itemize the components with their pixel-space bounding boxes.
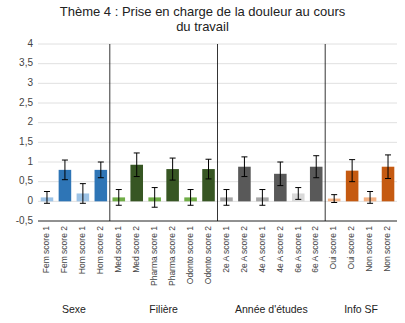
error-bar xyxy=(206,159,212,179)
x-tick-label: 6e A score 2 xyxy=(310,226,320,273)
y-tick-label: 2 xyxy=(27,116,33,127)
x-tick-label: Med score 2 xyxy=(131,226,141,273)
x-tick-label: Fem score 1 xyxy=(41,226,51,274)
x-tick-label: Pharma score 1 xyxy=(149,226,159,286)
x-axis: Fem score 1 Fem score 2 Hom score 1 Hom sco… xyxy=(41,226,392,286)
error-bar xyxy=(223,190,229,206)
group-separator xyxy=(217,44,218,221)
error-bar xyxy=(313,156,319,178)
group-separator xyxy=(325,44,326,221)
x-tick-label: 4e A score 2 xyxy=(275,226,285,273)
error-bar xyxy=(277,162,283,186)
x-tick-label: Hom score 1 xyxy=(77,226,87,274)
y-tick-label: 0 xyxy=(27,195,33,206)
title-line: du travail xyxy=(176,19,229,34)
x-tick-label: 4e A score 1 xyxy=(257,226,267,273)
error-bar xyxy=(134,153,140,177)
x-tick-label: Oui score 1 xyxy=(328,226,338,270)
error-bar xyxy=(44,192,50,204)
x-tick-label: 2e A score 1 xyxy=(221,226,231,273)
error-bar xyxy=(385,155,391,179)
error-bar xyxy=(152,188,158,208)
chart: Thème 4 : Prise en charge de la douleur … xyxy=(0,0,405,323)
x-tick-label: Pharma score 2 xyxy=(167,226,177,286)
error-bar xyxy=(241,157,247,177)
y-tick-label: 3 xyxy=(27,77,33,88)
error-bar xyxy=(116,190,122,206)
group-label: Info SF xyxy=(344,303,378,315)
x-tick-label: Odonto score 2 xyxy=(203,226,213,284)
x-tick-label: 2e A score 2 xyxy=(239,226,249,273)
x-tick-label: Non score 1 xyxy=(364,226,374,272)
group-label: Filière xyxy=(149,303,178,315)
x-tick-label: Odonto score 1 xyxy=(185,226,195,284)
error-bar xyxy=(295,188,301,200)
error-bar xyxy=(349,160,355,182)
x-tick-label: Non score 2 xyxy=(382,226,392,272)
y-tick-label: 2,5 xyxy=(19,97,33,108)
y-axis: -0,5 0 0,5 1 1,5 2 2,5 3 3,5 4 xyxy=(16,38,34,226)
y-tick-label: 1,5 xyxy=(19,136,33,147)
group-label: Année d'études xyxy=(235,303,308,315)
title-line: Thème 4 : Prise en charge de la douleur … xyxy=(60,4,346,19)
groups: Sexe Filière Année d'études Info SF xyxy=(62,44,378,315)
error-bar xyxy=(80,184,86,204)
x-tick-label: Oui score 2 xyxy=(346,226,356,270)
error-bar xyxy=(367,192,373,204)
error-bar xyxy=(62,160,68,180)
y-tick-label: -0,5 xyxy=(16,215,34,226)
y-tick-label: 3,5 xyxy=(19,57,33,68)
grid xyxy=(38,44,397,221)
x-tick-label: Fem score 2 xyxy=(59,226,69,274)
error-bar xyxy=(98,162,104,178)
y-tick-label: 0,5 xyxy=(19,175,33,186)
y-tick-label: 1 xyxy=(27,156,33,167)
error-bar xyxy=(331,195,337,203)
x-tick-label: Hom score 2 xyxy=(95,226,105,274)
y-tick-label: 4 xyxy=(27,38,33,49)
x-tick-label: Med score 1 xyxy=(113,226,123,273)
group-separator xyxy=(109,44,110,221)
error-bar xyxy=(188,190,194,206)
title: Thème 4 : Prise en charge de la douleur … xyxy=(60,4,346,34)
x-tick-label: 6e A score 1 xyxy=(293,226,303,273)
error-bar xyxy=(170,158,176,180)
group-label: Sexe xyxy=(62,303,86,315)
error-bar xyxy=(259,190,265,206)
